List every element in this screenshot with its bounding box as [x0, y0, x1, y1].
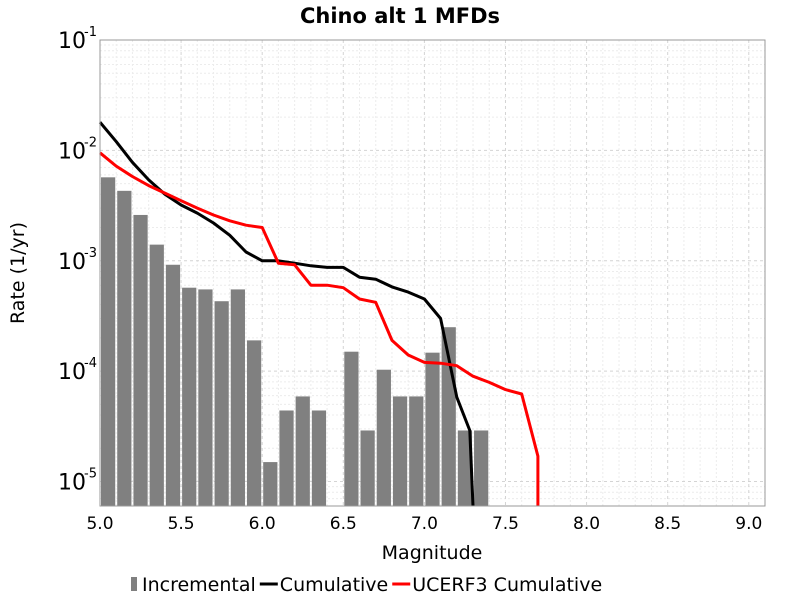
x-tick-label: 7.5: [492, 514, 519, 534]
x-tick-label: 8.0: [573, 514, 600, 534]
x-tick-labels: 5.0 5.5 6.0 6.5 7.0 7.5 8.0 8.5 9.0: [86, 514, 762, 534]
y-tick-exponent: -3: [84, 246, 97, 261]
y-tick-labels: 10-510-410-310-210-1: [58, 25, 97, 496]
incremental-bar: [198, 289, 213, 506]
incremental-bar: [474, 430, 489, 506]
legend-swatch-incremental: [131, 577, 137, 591]
incremental-bar: [376, 369, 391, 506]
x-tick-label: 6.0: [249, 514, 276, 534]
incremental-bar: [279, 410, 294, 506]
incremental-bar: [149, 244, 164, 506]
incremental-bar: [392, 396, 408, 506]
incremental-bar: [425, 352, 440, 506]
incremental-bar: [409, 396, 424, 506]
y-tick-exponent: -4: [84, 356, 97, 371]
legend-label-incremental: Incremental: [142, 574, 256, 596]
plot-border: [99, 39, 766, 507]
incremental-bar: [311, 410, 327, 506]
y-tick-exponent: -1: [84, 25, 97, 40]
y-tick-base: 10: [58, 360, 86, 385]
y-axis-label: Rate (1/yr): [7, 222, 29, 324]
x-tick-label: 6.5: [330, 514, 357, 534]
x-axis-label: Magnitude: [382, 542, 483, 564]
incremental-bar: [360, 430, 375, 506]
incremental-bar: [101, 177, 116, 506]
y-tick-label: 10-4: [58, 356, 97, 385]
y-tick-label: 10-1: [58, 25, 97, 54]
incremental-bar: [344, 351, 359, 506]
y-tick-base: 10: [58, 250, 86, 275]
incremental-bar: [165, 264, 181, 506]
x-tick-label: 7.0: [411, 514, 438, 534]
y-tick-exponent: -2: [84, 135, 97, 150]
incremental-bars: [101, 177, 489, 506]
y-tick-label: 10-5: [58, 467, 97, 496]
legend-item-cumulative: Cumulative: [259, 574, 388, 596]
incremental-bar: [295, 396, 310, 506]
y-tick-exponent: -5: [84, 467, 97, 482]
y-tick-label: 10-2: [58, 135, 97, 164]
x-tick-label: 5.0: [86, 514, 113, 534]
incremental-bar: [263, 462, 278, 506]
legend-label-ucerf3-cumulative: UCERF3 Cumulative: [412, 574, 602, 596]
legend-item-ucerf3-cumulative: UCERF3 Cumulative: [392, 574, 602, 596]
x-tick-label: 9.0: [735, 514, 762, 534]
legend: Incremental Cumulative UCERF3 Cumulative: [131, 574, 602, 596]
incremental-bar: [214, 301, 229, 506]
x-tick-label: 8.5: [654, 514, 681, 534]
incremental-bar: [246, 340, 262, 506]
cumulative-lines: [98, 121, 540, 507]
incremental-bar: [133, 214, 148, 506]
incremental-bar: [117, 190, 132, 506]
incremental-bar: [230, 289, 245, 506]
chart-title: Chino alt 1 MFDs: [300, 4, 500, 28]
ucerf3-cumulative-line: [99, 151, 540, 506]
legend-item-incremental: Incremental: [131, 574, 256, 596]
y-tick-base: 10: [58, 139, 86, 164]
y-tick-base: 10: [58, 471, 86, 496]
y-tick-base: 10: [58, 29, 86, 54]
legend-label-cumulative: Cumulative: [280, 574, 388, 596]
incremental-bar: [457, 430, 473, 506]
y-tick-label: 10-3: [58, 246, 97, 275]
x-tick-label: 5.5: [168, 514, 195, 534]
incremental-bar: [182, 287, 197, 506]
